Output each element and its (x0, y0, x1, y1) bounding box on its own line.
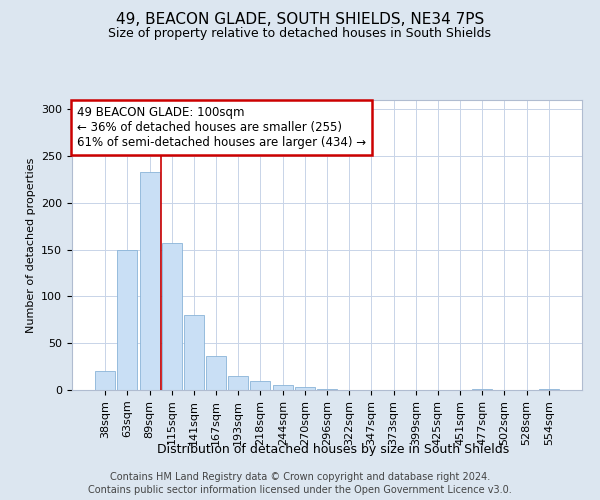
Text: 49 BEACON GLADE: 100sqm
← 36% of detached houses are smaller (255)
61% of semi-d: 49 BEACON GLADE: 100sqm ← 36% of detache… (77, 106, 366, 149)
Bar (539, 389, 559, 390)
Text: Contains HM Land Registry data © Crown copyright and database right 2024.: Contains HM Land Registry data © Crown c… (110, 472, 490, 482)
Bar (472, 389, 492, 390)
Bar (184, 315, 204, 390)
Bar (95, 372, 115, 390)
Text: Size of property relative to detached houses in South Shields: Size of property relative to detached ho… (109, 28, 491, 40)
Bar (272, 386, 293, 390)
Bar (250, 380, 271, 390)
Text: 49, BEACON GLADE, SOUTH SHIELDS, NE34 7PS: 49, BEACON GLADE, SOUTH SHIELDS, NE34 7P… (116, 12, 484, 28)
Y-axis label: Number of detached properties: Number of detached properties (26, 158, 35, 332)
Bar (295, 387, 315, 390)
Bar (317, 389, 337, 390)
Text: Distribution of detached houses by size in South Shields: Distribution of detached houses by size … (157, 442, 509, 456)
Bar (206, 356, 226, 390)
Text: Contains public sector information licensed under the Open Government Licence v3: Contains public sector information licen… (88, 485, 512, 495)
Bar (162, 243, 182, 390)
Bar (228, 376, 248, 390)
Bar (140, 172, 160, 390)
Bar (118, 250, 137, 390)
